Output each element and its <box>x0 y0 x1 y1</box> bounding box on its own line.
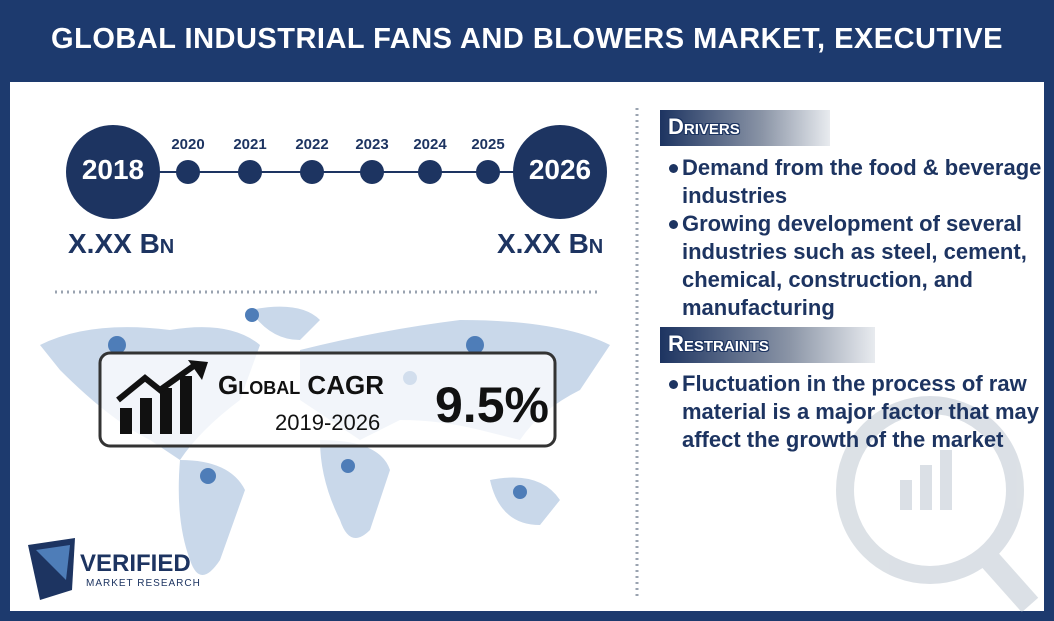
growth-icon <box>116 360 208 434</box>
restraints-title: Restraints <box>668 331 769 356</box>
cagr-box <box>98 351 557 448</box>
logo-icon <box>28 538 75 600</box>
start-circle <box>66 125 160 219</box>
cagr-value: 9.5% <box>435 377 549 433</box>
start-year: 2018 <box>81 154 145 185</box>
magnifier <box>836 396 1039 613</box>
drivers-header-bar <box>660 110 830 146</box>
cagr-period: 2019-2026 <box>275 410 381 435</box>
timeline-dots <box>176 160 500 184</box>
restraint-item: Fluctuation in the process of raw materi… <box>669 370 1052 454</box>
driver-item: Demand from the food & beverage industri… <box>669 154 1052 210</box>
restraints-header-bar <box>660 327 875 363</box>
end-circle <box>513 125 607 219</box>
year-label: 2022 <box>295 136 329 153</box>
year-label: 2024 <box>413 136 447 153</box>
end-year: 2026 <box>528 154 592 185</box>
cagr-label: Global CAGR <box>218 370 384 400</box>
logo-tagline: MARKET RESEARCH <box>86 578 201 589</box>
year-label: 2025 <box>471 136 505 153</box>
logo-name: VERIFIED <box>80 550 191 577</box>
driver-item: Growing development of several industrie… <box>669 210 1052 322</box>
year-label: 2020 <box>171 136 205 153</box>
end-value: X.XX Bn <box>497 228 604 259</box>
drivers-title: Drivers <box>668 114 740 139</box>
year-label: 2021 <box>233 136 267 153</box>
start-value: X.XX Bn <box>68 228 175 259</box>
year-label: 2023 <box>355 136 389 153</box>
